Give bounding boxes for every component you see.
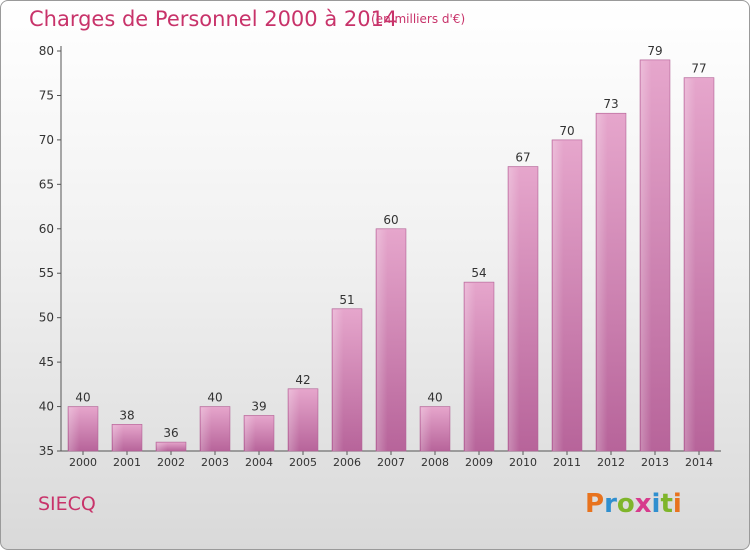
bar-highlight: [377, 229, 388, 451]
x-tick-label: 2011: [553, 456, 581, 469]
logo-letter: P: [585, 489, 605, 519]
y-tick-label: 45: [39, 355, 54, 369]
bar-highlight: [641, 60, 652, 452]
bar-highlight: [597, 114, 608, 451]
proxiti-logo: Proxiti: [585, 489, 682, 519]
x-tick-label: 2004: [245, 456, 273, 469]
axes: 35 40 45 50 55 60 65 70 75 80 2000 2001 2002 2003 2004…: [39, 44, 721, 469]
value-label: 73: [603, 97, 618, 111]
value-label: 67: [515, 151, 530, 165]
value-label: 40: [75, 391, 90, 405]
bar-highlight: [201, 407, 212, 451]
value-label: 79: [647, 44, 662, 58]
bar-highlight: [69, 407, 80, 451]
x-tick-label: 2009: [465, 456, 493, 469]
y-tick-label: 60: [39, 222, 54, 236]
bars: [67, 59, 715, 452]
bar-highlight: [421, 407, 432, 451]
logo-letter: i: [672, 489, 682, 519]
value-label: 60: [383, 213, 398, 227]
x-tick-label: 2007: [377, 456, 405, 469]
bar-highlight: [685, 78, 696, 452]
chart-subtitle: (en milliers d'€): [371, 12, 466, 26]
value-label: 40: [427, 391, 442, 405]
y-tick-label: 80: [39, 44, 54, 58]
y-tick-label: 70: [39, 133, 54, 147]
value-labels: 40 38 36 40 39 42 51 60 40 54 67 70 73 79 77: [75, 44, 706, 440]
bar-highlight: [157, 443, 168, 451]
value-label: 42: [295, 373, 310, 387]
x-tick-label: 2013: [641, 456, 669, 469]
x-tick-label: 2005: [289, 456, 317, 469]
bar-highlight: [509, 167, 520, 452]
logo-letter: t: [660, 489, 673, 519]
x-tick-label: 2014: [685, 456, 713, 469]
bar-highlight: [289, 389, 300, 451]
x-tick-label: 2006: [333, 456, 361, 469]
logo-letter: x: [634, 489, 652, 519]
y-tick-label: 65: [39, 177, 54, 191]
value-label: 36: [163, 426, 178, 440]
y-tick-label: 75: [39, 88, 54, 102]
commune-name: SIECQ: [38, 493, 96, 515]
logo-letter: r: [604, 489, 617, 519]
bar-highlight: [465, 283, 476, 451]
bar-highlight: [245, 416, 256, 451]
value-label: 38: [119, 408, 134, 422]
value-label: 40: [207, 391, 222, 405]
value-label: 39: [251, 399, 266, 413]
x-tick-label: 2002: [157, 456, 185, 469]
value-label: 70: [559, 124, 574, 138]
x-tick-label: 2008: [421, 456, 449, 469]
bar-highlight: [113, 425, 124, 451]
x-tick-label: 2000: [69, 456, 97, 469]
value-label: 51: [339, 293, 354, 307]
y-tick-label: 40: [39, 400, 54, 414]
bar-highlight: [333, 309, 344, 451]
bar: [155, 441, 187, 452]
x-tick-label: 2001: [113, 456, 141, 469]
y-tick-label: 35: [39, 444, 54, 458]
x-tick-label: 2003: [201, 456, 229, 469]
logo-letter: o: [616, 489, 635, 519]
logo-letter: i: [651, 489, 661, 519]
bar-highlight: [553, 140, 564, 451]
chart-title: Charges de Personnel 2000 à 2014: [29, 7, 398, 31]
x-tick-label: 2012: [597, 456, 625, 469]
value-label: 54: [471, 266, 486, 280]
y-tick-label: 50: [39, 311, 54, 325]
y-tick-label: 55: [39, 266, 54, 280]
value-label: 77: [691, 62, 706, 76]
x-tick-label: 2010: [509, 456, 537, 469]
